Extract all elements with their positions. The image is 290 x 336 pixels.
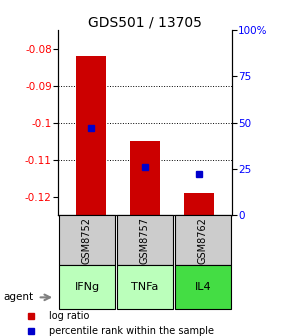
Text: log ratio: log ratio bbox=[49, 311, 90, 321]
Bar bbox=[175, 265, 231, 309]
Text: IFNg: IFNg bbox=[75, 282, 99, 292]
Bar bbox=[130, 141, 160, 215]
Text: agent: agent bbox=[3, 292, 33, 302]
Title: GDS501 / 13705: GDS501 / 13705 bbox=[88, 15, 202, 29]
Bar bbox=[117, 265, 173, 309]
Bar bbox=[117, 215, 173, 265]
Text: GSM8757: GSM8757 bbox=[140, 217, 150, 264]
Bar bbox=[59, 265, 115, 309]
Text: percentile rank within the sample: percentile rank within the sample bbox=[49, 326, 214, 336]
Bar bbox=[59, 215, 115, 265]
Text: IL4: IL4 bbox=[195, 282, 211, 292]
Bar bbox=[184, 193, 214, 215]
Bar bbox=[175, 215, 231, 265]
Text: GSM8762: GSM8762 bbox=[198, 217, 208, 264]
Text: GSM8752: GSM8752 bbox=[82, 217, 92, 264]
Bar bbox=[76, 56, 106, 215]
Text: TNFa: TNFa bbox=[131, 282, 159, 292]
